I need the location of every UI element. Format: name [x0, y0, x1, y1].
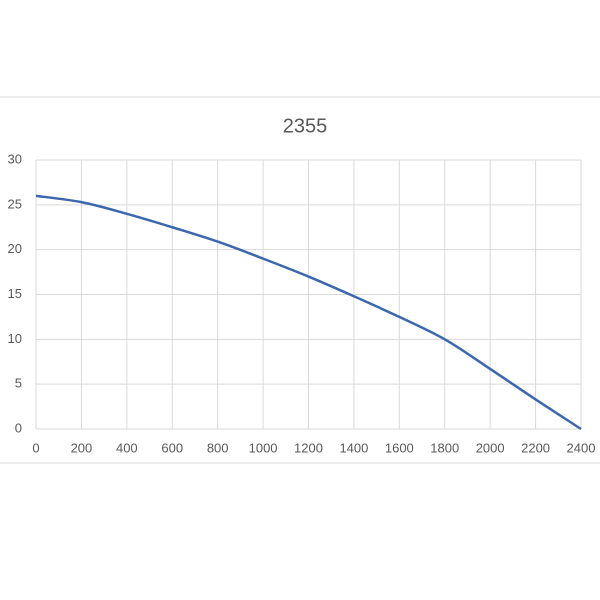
x-tick-label: 800	[207, 440, 229, 455]
x-tick-label: 2000	[476, 440, 505, 455]
x-tick-label: 1600	[385, 440, 414, 455]
x-tick-label: 400	[116, 440, 138, 455]
x-tick-label: 1800	[430, 440, 459, 455]
chart-title: 2355	[283, 115, 328, 137]
x-tick-label: 1400	[339, 440, 368, 455]
x-tick-label: 2400	[567, 440, 596, 455]
x-tick-label: 600	[161, 440, 183, 455]
y-tick-label: 30	[8, 151, 22, 166]
y-tick-label: 0	[15, 420, 22, 435]
y-tick-label: 15	[8, 286, 22, 301]
y-tick-label: 25	[8, 196, 22, 211]
x-tick-label: 2200	[521, 440, 550, 455]
y-tick-label: 5	[15, 376, 22, 391]
data-line	[35, 194, 582, 431]
x-tick-label: 1000	[249, 440, 278, 455]
x-tick-label: 200	[71, 440, 93, 455]
x-tick-label: 0	[32, 440, 39, 455]
x-tick-label: 1200	[294, 440, 323, 455]
y-tick-label: 10	[8, 331, 22, 346]
y-tick-label: 20	[8, 241, 22, 256]
